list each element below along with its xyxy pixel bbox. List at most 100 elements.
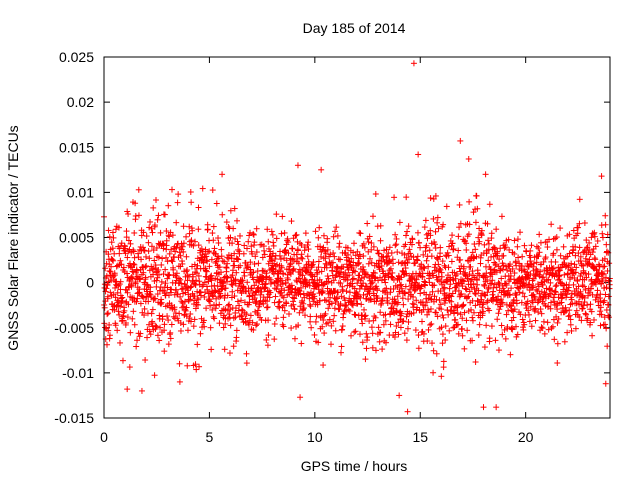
data-point — [358, 301, 365, 308]
data-point — [233, 327, 240, 334]
data-point — [129, 275, 136, 282]
data-point — [397, 324, 404, 331]
data-point — [254, 321, 261, 328]
data-point — [481, 241, 488, 248]
data-point — [300, 290, 307, 297]
data-point — [325, 319, 332, 326]
data-point — [203, 305, 210, 312]
data-point — [538, 324, 545, 331]
data-point — [307, 318, 314, 325]
data-point — [404, 228, 411, 235]
data-point — [496, 306, 503, 313]
data-point — [322, 255, 329, 262]
data-point — [154, 216, 161, 223]
data-point — [174, 315, 181, 322]
data-point — [110, 291, 117, 298]
data-point — [485, 240, 492, 247]
data-point — [207, 324, 214, 331]
data-point — [243, 350, 250, 357]
data-point — [112, 294, 119, 301]
chart-title: Day 185 of 2014 — [303, 20, 406, 36]
data-point — [145, 239, 152, 246]
data-point — [270, 242, 277, 249]
data-point — [602, 221, 609, 228]
data-point — [150, 247, 157, 254]
data-point — [183, 268, 190, 275]
data-point — [377, 309, 384, 316]
data-point — [140, 294, 147, 301]
data-point — [386, 267, 393, 274]
data-point — [186, 296, 193, 303]
data-point — [440, 314, 447, 321]
data-point — [297, 284, 304, 291]
data-point — [231, 277, 238, 284]
data-point — [272, 293, 279, 300]
data-point — [307, 303, 314, 310]
data-point — [376, 338, 383, 345]
data-point — [160, 271, 167, 278]
data-point — [396, 219, 403, 226]
data-point — [231, 250, 238, 257]
data-point — [168, 186, 175, 193]
data-point — [138, 256, 145, 263]
data-point — [299, 255, 306, 262]
data-point — [379, 346, 386, 353]
data-point — [395, 259, 402, 266]
data-point — [109, 245, 116, 252]
data-point — [278, 277, 285, 284]
data-point — [545, 326, 552, 333]
data-point — [290, 265, 297, 272]
data-point — [102, 324, 109, 331]
data-point — [452, 316, 459, 323]
data-point — [231, 262, 238, 269]
x-tick-label: 0 — [100, 429, 108, 445]
data-point — [391, 194, 398, 201]
data-point — [567, 321, 574, 328]
data-point — [121, 307, 128, 314]
data-point — [403, 232, 410, 239]
data-point — [233, 269, 240, 276]
data-point — [222, 285, 229, 292]
data-point — [112, 322, 119, 329]
data-point — [176, 378, 183, 385]
data-point — [456, 201, 463, 208]
data-point — [549, 323, 556, 330]
data-point — [387, 321, 394, 328]
data-point — [263, 336, 270, 343]
data-point — [182, 307, 189, 314]
data-point — [190, 323, 197, 330]
data-point — [294, 238, 301, 245]
data-point — [298, 254, 305, 261]
data-point — [124, 208, 131, 215]
data-point — [215, 235, 222, 242]
data-point — [134, 337, 141, 344]
data-point — [432, 228, 439, 235]
data-point — [117, 286, 124, 293]
data-point — [338, 349, 345, 356]
data-point — [219, 257, 226, 264]
data-point — [227, 207, 234, 214]
data-point — [544, 319, 551, 326]
data-point — [259, 254, 266, 261]
data-point — [153, 196, 160, 203]
data-point — [170, 266, 177, 273]
data-point — [125, 211, 132, 218]
data-point — [583, 311, 590, 318]
data-point — [240, 250, 247, 257]
data-point — [213, 258, 220, 265]
data-point — [481, 281, 488, 288]
data-point — [537, 239, 544, 246]
data-point — [161, 348, 168, 355]
data-point — [183, 233, 190, 240]
data-point — [280, 294, 287, 301]
data-point — [284, 276, 291, 283]
data-point — [439, 312, 446, 319]
data-point — [258, 288, 265, 295]
data-point — [218, 253, 225, 260]
data-point — [514, 243, 521, 250]
data-point — [224, 292, 231, 299]
data-point — [200, 317, 207, 324]
data-point — [158, 296, 165, 303]
data-point — [195, 242, 202, 249]
data-point — [190, 273, 197, 280]
